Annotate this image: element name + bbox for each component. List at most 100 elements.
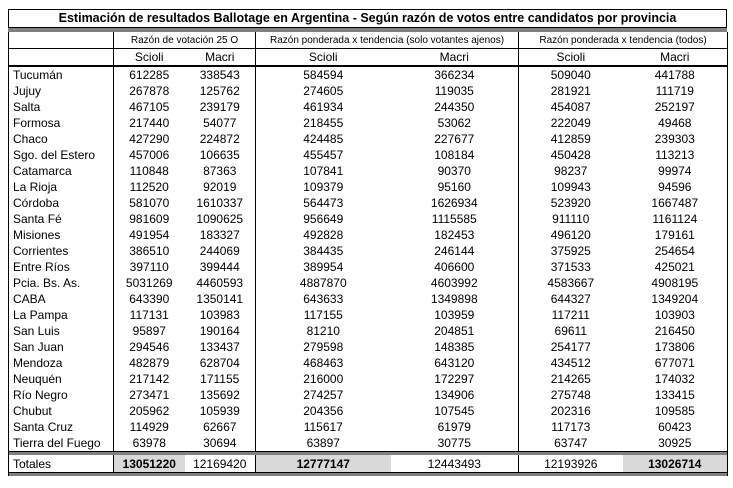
province-cell: Pcia. Bs. As.	[13, 276, 81, 290]
value-cell: 117155	[255, 307, 391, 323]
total-value-cell: 13051220	[113, 455, 185, 473]
subheader-scioli: Scioli	[113, 48, 185, 67]
value-cell: 244069	[199, 244, 240, 258]
value-cell: 1115585	[431, 212, 477, 226]
title-divider-band	[8, 28, 727, 32]
value-cell: 1090625	[196, 212, 244, 226]
value-cell: 386510	[113, 243, 185, 259]
province-cell: Neuquén	[13, 372, 62, 386]
value-cell: 643390	[113, 291, 185, 307]
value-cell: 239179	[199, 100, 240, 114]
value-cell: 4460593	[196, 276, 244, 290]
value-cell: 218455	[255, 115, 391, 131]
value-cell: 62667	[203, 420, 237, 434]
total-value-cell: 12169420	[193, 456, 247, 471]
value-cell: 174032	[654, 372, 695, 386]
value-cell: 69611	[518, 323, 623, 339]
value-cell: 204356	[255, 403, 391, 419]
value-cell: 216000	[255, 371, 391, 387]
value-cell: 92019	[203, 180, 237, 194]
empty-corner-cell	[8, 32, 114, 49]
value-cell: 644327	[518, 291, 623, 307]
value-cell: 107545	[434, 404, 475, 418]
value-cell: 244350	[434, 100, 475, 114]
value-cell: 425021	[654, 260, 695, 274]
value-cell: 95160	[437, 180, 471, 194]
table-row: Mendoza 482879 628704 468463 643120 4345…	[9, 355, 728, 371]
table-row: La Rioja 112520 92019 109379 95160 10994…	[9, 179, 728, 195]
value-cell: 1626934	[430, 196, 478, 210]
value-cell: 424485	[255, 131, 391, 147]
value-cell: 109379	[255, 179, 391, 195]
table-row: Chubut 205962 105939 204356 107545 20231…	[9, 403, 728, 419]
province-cell: Mendoza	[13, 356, 63, 370]
value-cell: 53062	[437, 116, 471, 130]
value-cell: 397110	[113, 259, 185, 275]
table-row: Sgo. del Estero 457006 106635 455457 108…	[9, 147, 728, 163]
value-cell: 99974	[658, 164, 692, 178]
value-cell: 427290	[113, 131, 185, 147]
value-cell: 173806	[654, 340, 695, 354]
value-cell: 371533	[518, 259, 623, 275]
table-row: Tucumán 612285 338543 584594 366234 5090…	[9, 66, 728, 83]
total-value-cell: 12193926	[518, 455, 623, 473]
value-cell: 492828	[255, 227, 391, 243]
value-cell: 224872	[199, 132, 240, 146]
value-cell: 112520	[113, 179, 185, 195]
value-cell: 911110	[518, 211, 623, 227]
value-cell: 450428	[518, 147, 623, 163]
value-cell: 98237	[518, 163, 623, 179]
value-cell: 412859	[518, 131, 623, 147]
province-cell: Tucumán	[13, 68, 63, 82]
value-cell: 114929	[113, 419, 185, 435]
province-cell: Santa Fé	[13, 212, 62, 226]
value-cell: 274605	[255, 83, 391, 99]
value-cell: 384435	[255, 243, 391, 259]
value-cell: 441788	[654, 68, 695, 82]
value-cell: 677071	[654, 356, 695, 370]
value-cell: 135692	[199, 388, 240, 402]
group-header-ponderada-todos: Razón ponderada x tendencia (todos)	[518, 32, 728, 49]
value-cell: 222049	[518, 115, 623, 131]
table-row: Entre Ríos 397110 399444 389954 406600 3…	[9, 259, 728, 275]
value-cell: 87363	[203, 164, 237, 178]
value-cell: 110848	[113, 163, 185, 179]
value-cell: 202316	[518, 403, 623, 419]
value-cell: 90370	[437, 164, 471, 178]
value-cell: 4887870	[255, 275, 391, 291]
value-cell: 60423	[658, 420, 692, 434]
total-value-cell: 12443493	[427, 456, 481, 471]
value-cell: 1161124	[652, 212, 698, 226]
value-cell: 399444	[199, 260, 240, 274]
table-row: Corrientes 386510 244069 384435 246144 3…	[9, 243, 728, 259]
value-cell: 1349898	[430, 292, 478, 306]
value-cell: 117211	[518, 307, 623, 323]
value-cell: 30694	[203, 436, 237, 450]
ballotage-estimation-table: Estimación de resultados Ballotage en Ar…	[8, 9, 729, 476]
value-cell: 564473	[255, 195, 391, 211]
value-cell: 103959	[434, 308, 475, 322]
table-row: Misiones 491954 183327 492828 182453 496…	[9, 227, 728, 243]
value-cell: 455457	[255, 147, 391, 163]
value-cell: 239303	[654, 132, 695, 146]
table-row: Formosa 217440 54077 218455 53062 222049…	[9, 115, 728, 131]
province-cell: Sgo. del Estero	[13, 148, 96, 162]
table-row: Tierra del Fuego 63978 30694 63897 30775…	[9, 435, 728, 452]
value-cell: 227677	[434, 132, 475, 146]
subheader-scioli: Scioli	[255, 48, 391, 67]
value-cell: 4603992	[430, 276, 478, 290]
value-cell: 133437	[199, 340, 240, 354]
value-cell: 148385	[434, 340, 475, 354]
value-cell: 30775	[437, 436, 471, 450]
table-row: San Luis 95897 190164 81210 204851 69611…	[9, 323, 728, 339]
value-cell: 125762	[199, 84, 240, 98]
table-title: Estimación de resultados Ballotage en Ar…	[8, 9, 727, 28]
province-cell: San Juan	[13, 340, 64, 354]
group-header-razon-25o: Razón de votación 25 O	[112, 32, 256, 49]
value-cell: 205962	[113, 403, 185, 419]
subheader-macri: Macri	[390, 48, 519, 67]
totals-row: Totales 13051220 12169420 12777147 12443…	[9, 455, 728, 473]
empty-corner-cell	[8, 48, 114, 67]
value-cell: 1667487	[651, 196, 699, 210]
value-cell: 54077	[203, 116, 237, 130]
